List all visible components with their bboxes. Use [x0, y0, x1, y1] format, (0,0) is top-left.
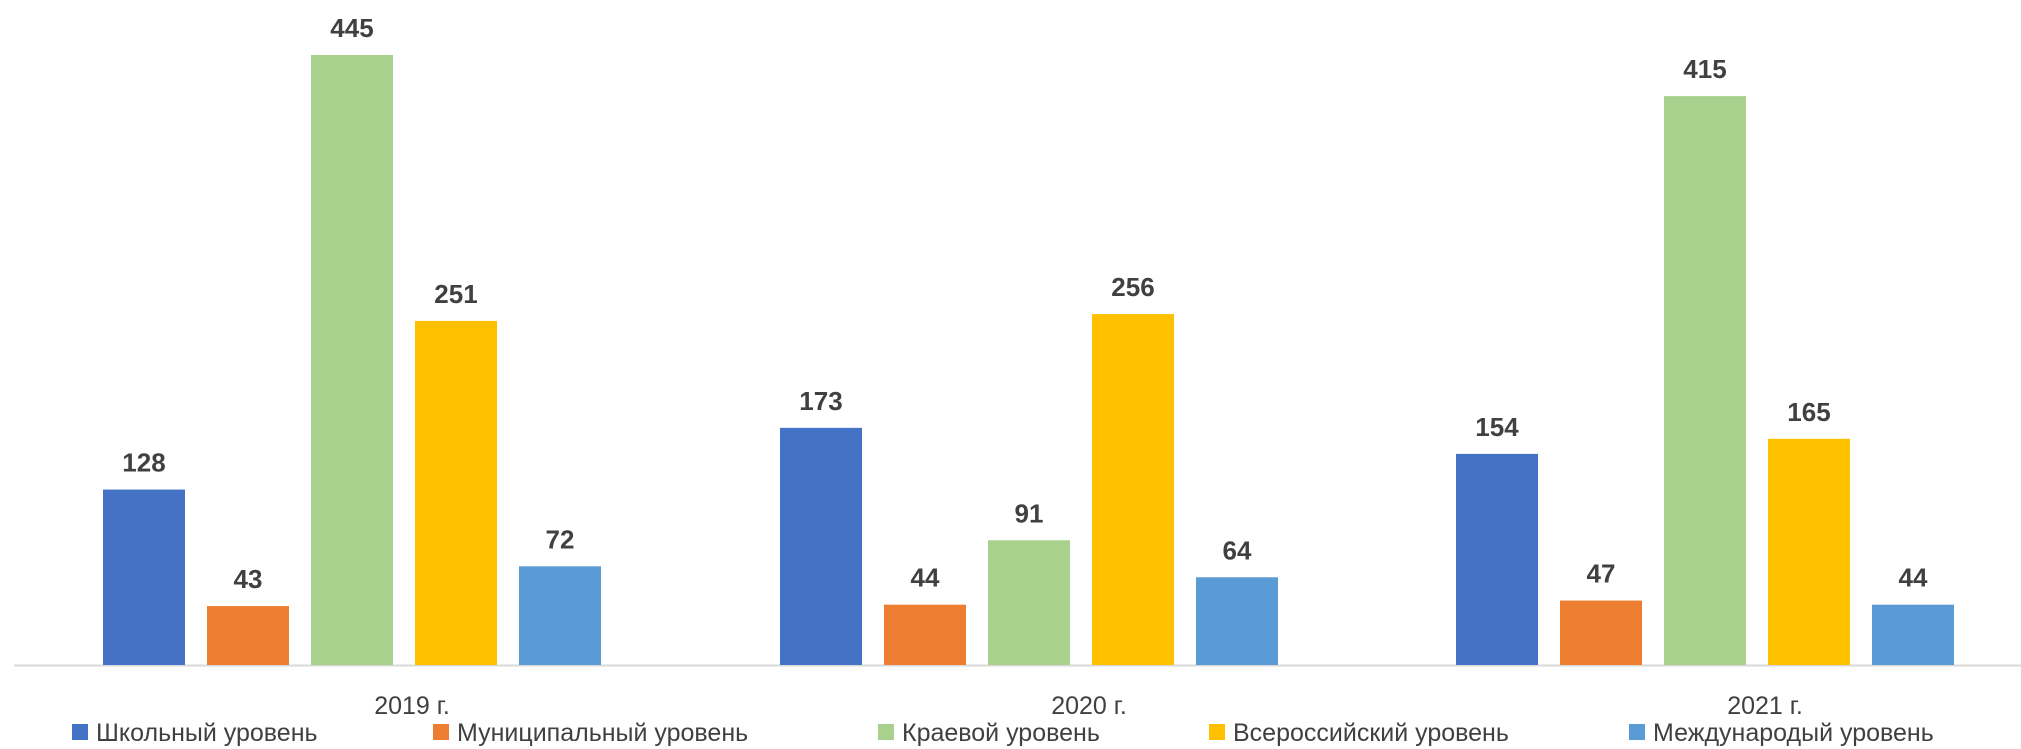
bar-2020-г-s4: [1092, 314, 1174, 665]
bar-2020-г-s2: [884, 604, 966, 665]
data-label-2021-г-s3: 415: [1683, 54, 1726, 84]
legend-label-s1: Школьный уровень: [96, 719, 318, 747]
bar-2021-г-s2: [1560, 600, 1642, 665]
data-label-2019-г-s4: 251: [434, 279, 477, 309]
bar-2019-г-s4: [415, 320, 497, 665]
data-label-2021-г-s1: 154: [1475, 412, 1519, 442]
legend-swatch-s4: [1209, 724, 1225, 740]
bar-2021-г-s3: [1664, 96, 1746, 665]
bar-2020-г-s1: [780, 427, 862, 665]
data-label-2020-г-s3: 91: [1015, 498, 1044, 528]
x-tick-label-2019-г: 2019 г.: [374, 692, 450, 720]
data-label-2019-г-s3: 445: [330, 13, 373, 43]
bar-2020-г-s3: [988, 540, 1070, 665]
bar-2019-г-s3: [311, 55, 393, 665]
legend-label-s3: Краевой уровень: [902, 719, 1100, 747]
data-label-2020-г-s2: 44: [911, 563, 940, 593]
bar-2020-г-s5: [1196, 577, 1278, 665]
legend-swatch-s1: [72, 724, 88, 740]
bar-2019-г-s5: [519, 566, 601, 665]
legend-swatch-s3: [878, 724, 894, 740]
data-label-2019-г-s1: 128: [122, 448, 165, 478]
bar-2019-г-s2: [207, 606, 289, 665]
legend-label-s2: Муниципальный уровень: [457, 719, 748, 747]
bar-2021-г-s1: [1456, 453, 1538, 665]
data-label-2019-г-s5: 72: [546, 524, 575, 554]
data-label-2021-г-s2: 47: [1587, 559, 1616, 589]
legend-label-s5: Международый уровень: [1653, 719, 1934, 747]
legend-swatch-s5: [1629, 724, 1645, 740]
data-label-2020-г-s4: 256: [1111, 272, 1154, 302]
data-label-2019-г-s2: 43: [234, 564, 263, 594]
x-tick-label-2020-г: 2020 г.: [1051, 692, 1127, 720]
bar-2019-г-s1: [103, 489, 185, 665]
bar-2021-г-s4: [1768, 438, 1850, 665]
legend-label-s4: Всероссийский уровень: [1233, 719, 1509, 747]
data-label-2021-г-s5: 44: [1899, 563, 1928, 593]
x-tick-label-2021-г: 2021 г.: [1727, 692, 1803, 720]
legend-swatch-s2: [433, 724, 449, 740]
data-label-2020-г-s5: 64: [1223, 535, 1252, 565]
bar-2021-г-s5: [1872, 604, 1954, 665]
data-label-2021-г-s4: 165: [1787, 397, 1830, 427]
data-label-2020-г-s1: 173: [799, 386, 842, 416]
